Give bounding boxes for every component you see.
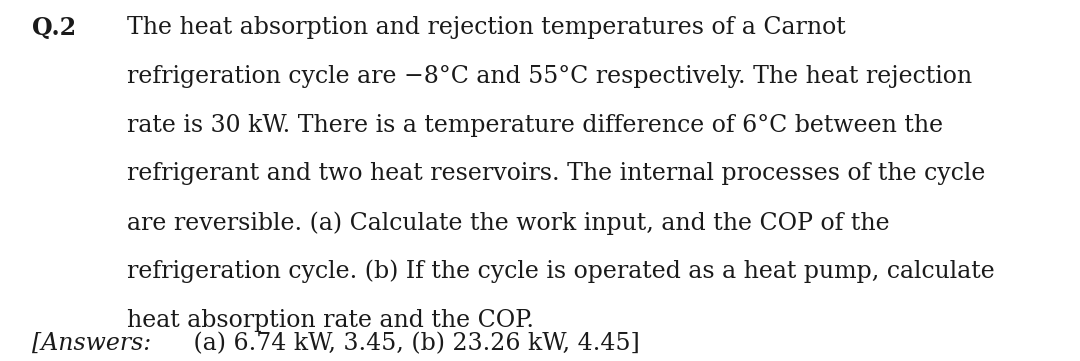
Text: refrigeration cycle are −8°C and 55°C respectively. The heat rejection: refrigeration cycle are −8°C and 55°C re… [127,65,973,88]
Text: heat absorption rate and the COP.: heat absorption rate and the COP. [127,309,535,332]
Text: [Answers:: [Answers: [32,332,151,355]
Text: refrigerant and two heat reservoirs. The internal processes of the cycle: refrigerant and two heat reservoirs. The… [127,162,986,186]
Text: (a) 6.74 kW, 3.45, (b) 23.26 kW, 4.45]: (a) 6.74 kW, 3.45, (b) 23.26 kW, 4.45] [186,332,640,355]
Text: are reversible. (a) Calculate the work input, and the COP of the: are reversible. (a) Calculate the work i… [127,211,890,235]
Text: refrigeration cycle. (b) If the cycle is operated as a heat pump, calculate: refrigeration cycle. (b) If the cycle is… [127,260,995,283]
Text: Q.2: Q.2 [32,16,77,40]
Text: rate is 30 kW. There is a temperature difference of 6°C between the: rate is 30 kW. There is a temperature di… [127,114,944,137]
Text: The heat absorption and rejection temperatures of a Carnot: The heat absorption and rejection temper… [127,16,847,39]
